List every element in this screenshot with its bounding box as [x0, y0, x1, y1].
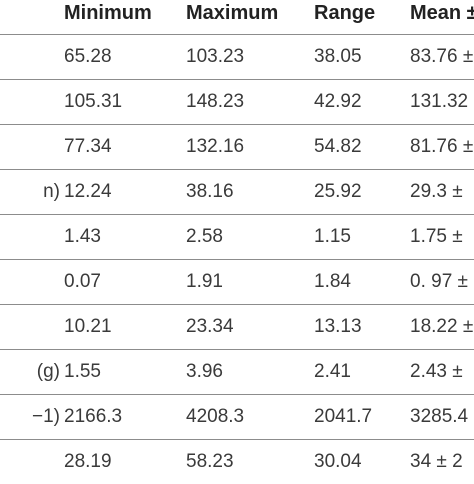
cell-minimum: 1.43 [64, 226, 101, 247]
cell-range: 54.82 [314, 136, 362, 157]
cell-minimum: 28.19 [64, 451, 112, 472]
cell-maximum: 1.91 [186, 271, 223, 292]
cell-mean: 81.76 ± [410, 136, 474, 157]
cell-range: 42.92 [314, 91, 362, 112]
cell-mean: 3285.4 [410, 406, 469, 427]
table-row: 77.34 132.16 54.82 81.76 ± [0, 125, 474, 170]
cell-range: 30.04 [314, 451, 362, 472]
cell-minimum: 10.21 [64, 316, 112, 337]
header-minimum: Minimum [64, 2, 152, 24]
cell-range: 13.13 [314, 316, 362, 337]
cell-maximum: 148.23 [186, 91, 245, 112]
cell-mean: 1.75 ± [410, 226, 463, 247]
table-row: 0.07 1.91 1.84 0. 97 ± [0, 260, 474, 305]
cell-range: 25.92 [314, 181, 362, 202]
table-row: 28.19 58.23 30.04 34 ± 2 [0, 440, 474, 484]
table-row: 10.21 23.34 13.13 18.22 ± [0, 305, 474, 350]
table-row: 1.43 2.58 1.15 1.75 ± [0, 215, 474, 260]
cell-mean: 2.43 ± [410, 361, 463, 382]
cell-mean: 83.76 ± [410, 46, 474, 67]
cell-minimum: 2166.3 [64, 406, 123, 427]
cell-minimum: 105.31 [64, 91, 123, 112]
table-header: Minimum Maximum Range Mean ± [0, 0, 474, 35]
row-label: (g) [36, 361, 60, 382]
cell-maximum: 103.23 [186, 46, 245, 67]
cell-minimum: 1.55 [64, 361, 101, 382]
cell-maximum: 38.16 [186, 181, 234, 202]
cell-mean: 18.22 ± [410, 316, 474, 337]
table-row: (g) 1.55 3.96 2.41 2.43 ± [0, 350, 474, 395]
header-maximum: Maximum [186, 2, 279, 24]
table-row: 105.31 148.23 42.92 131.32 [0, 80, 474, 125]
cell-maximum: 132.16 [186, 136, 245, 157]
cell-minimum: 77.34 [64, 136, 112, 157]
cell-mean: 29.3 ± [410, 181, 463, 202]
cell-range: 2.41 [314, 361, 351, 382]
data-table: Minimum Maximum Range Mean ± 65.28 103.2… [0, 0, 474, 472]
cell-maximum: 2.58 [186, 226, 223, 247]
table-row: 65.28 103.23 38.05 83.76 ± [0, 35, 474, 80]
table-row: −1) 2166.3 4208.3 2041.7 3285.4 [0, 395, 474, 440]
cell-minimum: 0.07 [64, 271, 101, 292]
row-label: n) [43, 181, 60, 202]
cell-range: 1.84 [314, 271, 351, 292]
cell-mean: 0. 97 ± [410, 271, 468, 292]
cell-minimum: 12.24 [64, 181, 112, 202]
cell-maximum: 23.34 [186, 316, 234, 337]
cell-range: 38.05 [314, 46, 362, 67]
cell-range: 1.15 [314, 226, 351, 247]
cell-minimum: 65.28 [64, 46, 112, 67]
header-range: Range [314, 2, 376, 24]
cell-range: 2041.7 [314, 406, 373, 427]
table-row: n) 12.24 38.16 25.92 29.3 ± [0, 170, 474, 215]
cell-maximum: 3.96 [186, 361, 223, 382]
row-label: −1) [32, 406, 60, 427]
header-mean: Mean ± [410, 2, 474, 24]
cell-maximum: 58.23 [186, 451, 234, 472]
cell-mean: 34 ± 2 [410, 451, 463, 472]
cell-mean: 131.32 [410, 91, 469, 112]
cell-maximum: 4208.3 [186, 406, 245, 427]
